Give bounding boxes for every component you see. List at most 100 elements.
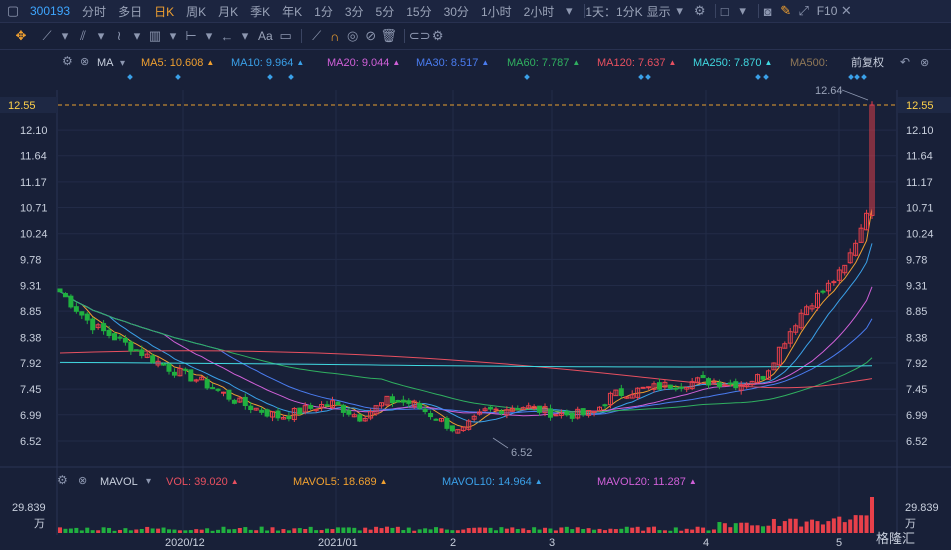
event-marker[interactable] (638, 74, 644, 80)
volume-bar (292, 528, 297, 533)
price-tick: 7.92 (20, 358, 41, 370)
period-tab[interactable]: 月K (218, 4, 239, 19)
chevron-down-icon[interactable]: ▾ (120, 58, 125, 69)
event-marker[interactable] (127, 74, 133, 80)
eye-icon[interactable]: ◎ (347, 28, 359, 43)
chevron-down-icon[interactable]: ▾ (241, 28, 249, 43)
caret-icon[interactable]: ▲ (380, 477, 388, 486)
candle (515, 408, 521, 411)
magnet-icon[interactable]: ∩ (330, 28, 340, 44)
fib-tool-icon[interactable]: ▥ (148, 28, 162, 43)
chevron-down-icon[interactable]: ▾ (133, 28, 141, 43)
period-tab[interactable]: 1小时 (480, 4, 512, 19)
period-tab[interactable]: 1分 (314, 4, 333, 19)
chevron-down-icon[interactable]: ▾ (97, 28, 105, 43)
period-tab[interactable]: 分时 (82, 4, 107, 19)
caret-icon[interactable]: ▲ (689, 477, 697, 486)
close-icon[interactable]: ⊗ (80, 56, 89, 68)
caret-icon[interactable]: ▲ (669, 58, 677, 67)
caret-icon[interactable]: ▲ (231, 477, 239, 486)
caret-icon[interactable]: ▲ (535, 477, 543, 486)
volume-bar (641, 530, 646, 533)
caret-icon[interactable]: ▲ (296, 58, 304, 67)
caret-icon[interactable]: ▲ (206, 58, 214, 67)
kline-chart[interactable]: ⚙ ⊗ MA ▾ MA5: 10.608 ▲ MA10: 9.964 ▲ MA20: 9… (0, 50, 951, 550)
event-marker[interactable] (175, 74, 181, 80)
caret-icon[interactable]: ▲ (392, 58, 400, 67)
period-tab[interactable]: 多日 (118, 4, 143, 19)
period-tab[interactable]: 周K (186, 4, 207, 19)
color-box-icon[interactable]: □ (720, 3, 729, 19)
period-tab[interactable]: 3分 (344, 4, 364, 19)
period-tab[interactable]: 日K (154, 4, 175, 19)
event-marker[interactable] (524, 74, 530, 80)
chevron-down-icon[interactable]: ▾ (146, 476, 151, 487)
candle (379, 402, 385, 407)
chevron-down-icon[interactable]: ▾ (676, 3, 683, 18)
link-icon[interactable]: ⊂⊃ (408, 28, 431, 43)
chevron-down-icon[interactable]: ▾ (739, 3, 746, 18)
fullscreen-icon[interactable]: ⤢ (798, 3, 809, 18)
trash-icon[interactable]: 🗑 (380, 28, 397, 43)
event-markers[interactable] (127, 74, 867, 80)
camera-icon[interactable]: ◙ (763, 3, 772, 19)
caret-icon[interactable]: ▲ (765, 58, 773, 67)
combo-period[interactable]: 1天：1分K (585, 4, 643, 19)
range-tool-icon[interactable]: ⊢ (185, 28, 197, 43)
comment-icon[interactable]: ▭ (279, 28, 292, 43)
event-marker[interactable] (861, 74, 867, 80)
pen-icon[interactable]: ✎ (780, 3, 792, 18)
close-icon[interactable]: ⊗ (78, 475, 87, 487)
hide-icon[interactable]: ⊘ (365, 28, 377, 43)
chevron-down-icon[interactable]: ▾ (205, 28, 213, 43)
text-tool[interactable]: Aa (258, 29, 273, 43)
event-marker[interactable] (848, 74, 854, 80)
close-icon[interactable]: ✕ (840, 3, 852, 18)
period-tab[interactable]: 季K (250, 4, 271, 19)
arrow-tool-icon[interactable]: ← (220, 28, 234, 44)
caret-icon[interactable]: ▲ (572, 58, 580, 67)
period-tab[interactable]: 年K (282, 4, 303, 19)
event-marker[interactable] (854, 74, 860, 80)
line-tool-icon[interactable]: ⟋ (42, 28, 52, 43)
display-menu[interactable]: 显示 (646, 4, 671, 19)
candle (264, 409, 270, 417)
time-tick: 2 (450, 537, 456, 549)
period-dropdown-icon[interactable]: ▾ (566, 3, 573, 18)
gear-icon[interactable]: ⚙ (693, 3, 706, 18)
candle (842, 264, 848, 274)
wave-tool-icon[interactable]: ≀ (116, 28, 122, 43)
volume-bar (504, 528, 509, 533)
settings-icon[interactable]: ⚙ (57, 473, 68, 487)
price-tick: 7.45 (20, 384, 41, 396)
settings-icon[interactable]: ⚙ (62, 54, 73, 68)
candle (428, 413, 434, 418)
volume-bar (695, 526, 700, 533)
period-tab[interactable]: 15分 (406, 4, 432, 19)
f10-button[interactable]: F10 (816, 4, 838, 18)
candle (226, 389, 232, 400)
volume-bar (592, 529, 597, 533)
adjust-mode[interactable]: 前复权 (851, 55, 884, 69)
chevron-down-icon[interactable]: ▾ (169, 28, 177, 43)
ruler-icon[interactable]: ⟋ (312, 28, 322, 43)
sidebar-toggle-icon[interactable]: ▢ (6, 3, 20, 18)
close-icon[interactable]: ⊗ (920, 57, 929, 69)
candle (771, 362, 777, 371)
caret-icon[interactable]: ▲ (481, 58, 489, 67)
period-tab[interactable]: 2小时 (523, 4, 555, 19)
event-marker[interactable] (645, 74, 651, 80)
gear-icon[interactable]: ⚙ (431, 28, 444, 43)
chevron-down-icon[interactable]: ▾ (61, 28, 69, 43)
event-marker[interactable] (763, 74, 769, 80)
event-marker[interactable] (288, 74, 294, 80)
candle (602, 404, 608, 407)
undo-icon[interactable]: ↶ (900, 55, 910, 69)
stock-code[interactable]: 300193 (30, 4, 71, 18)
crosshair-icon[interactable]: ✥ (15, 28, 27, 43)
event-marker[interactable] (755, 74, 761, 80)
event-marker[interactable] (267, 74, 273, 80)
period-tab[interactable]: 5分 (375, 4, 395, 19)
channel-tool-icon[interactable]: ⫽ (80, 28, 86, 43)
period-tab[interactable]: 30分 (443, 4, 469, 19)
